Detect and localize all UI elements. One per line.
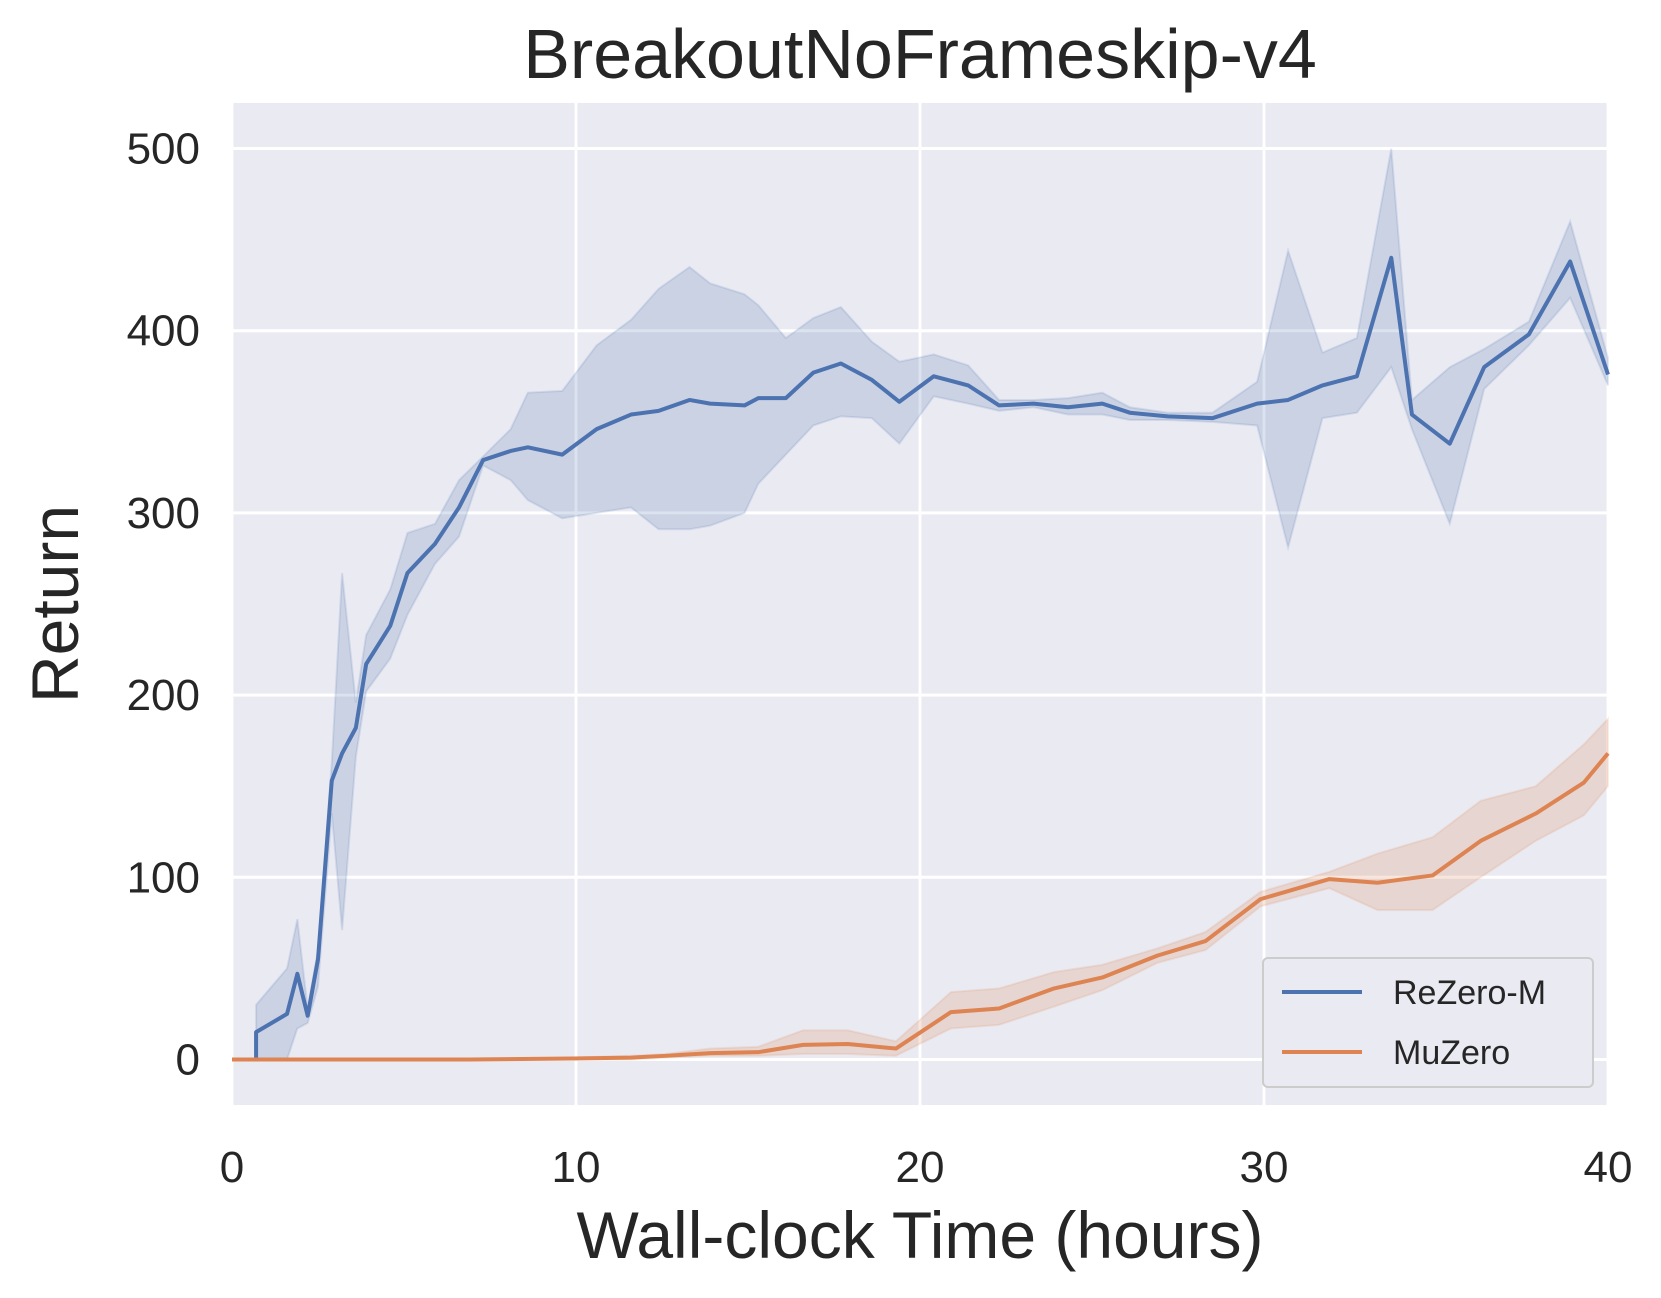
band-rezero-m xyxy=(232,148,1609,1061)
y-tick-label: 300 xyxy=(127,489,200,538)
y-tick-label: 400 xyxy=(127,307,200,356)
x-tick-label: 20 xyxy=(896,1143,945,1192)
y-tick-label: 200 xyxy=(127,671,200,720)
legend-label-muzero: MuZero xyxy=(1393,1034,1510,1072)
x-tick-label: 30 xyxy=(1240,1143,1289,1192)
y-tick-label: 500 xyxy=(127,125,200,174)
legend-label-rezero-m: ReZero-M xyxy=(1393,974,1546,1012)
confidence-bands xyxy=(232,148,1609,1061)
line-rezero-m xyxy=(232,255,1610,1062)
x-axis-label: Wall-clock Time (hours) xyxy=(577,1198,1264,1272)
x-tick-label: 40 xyxy=(1584,1143,1633,1192)
band-muzero xyxy=(232,716,1609,1061)
y-tick-label: 0 xyxy=(176,1035,200,1084)
line-muzero xyxy=(232,752,1610,1062)
series-lines xyxy=(232,255,1610,1062)
grid xyxy=(230,103,1610,1105)
x-tick-label: 10 xyxy=(552,1143,601,1192)
y-tick-label: 100 xyxy=(127,853,200,902)
legend: ReZero-M MuZero xyxy=(1262,957,1594,1088)
chart-title: BreakoutNoFrameskip-v4 xyxy=(523,15,1317,93)
y-axis-label: Return xyxy=(18,505,92,703)
x-tick-label: 0 xyxy=(220,1143,244,1192)
